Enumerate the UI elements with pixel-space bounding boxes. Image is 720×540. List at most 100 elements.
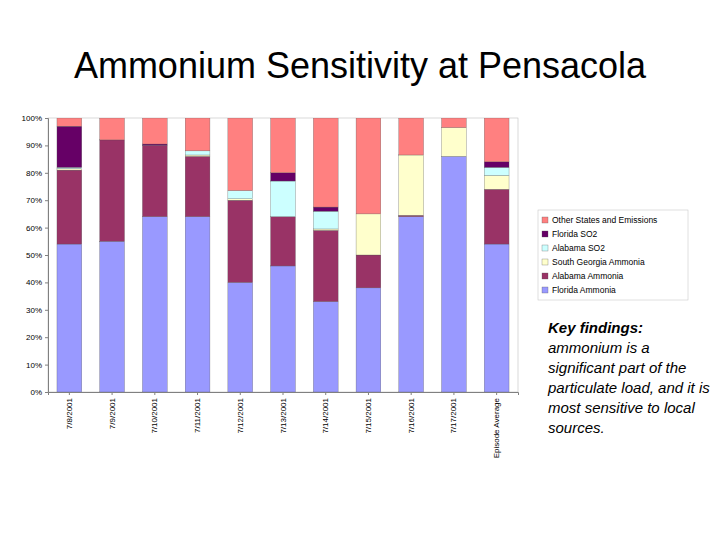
tick: 30% xyxy=(26,306,48,315)
tick: 10% xyxy=(26,361,48,370)
tick-mark xyxy=(45,145,48,146)
tick: 40% xyxy=(26,278,48,287)
legend: Other States and EmissionsFlorida SO2Ala… xyxy=(538,210,688,300)
bar-segment xyxy=(57,167,82,168)
bar-segment xyxy=(57,244,82,392)
bar-segment xyxy=(313,118,338,207)
bar-segment xyxy=(185,155,210,156)
slide: Ammonium Sensitivity at Pensacola0%10%20… xyxy=(0,0,720,540)
tick: 7/8/2001 xyxy=(65,392,74,429)
x-axis: 7/8/20017/9/20017/10/20017/11/20017/12/2… xyxy=(49,392,519,458)
annotation-text: ammonium is a significant part of the pa… xyxy=(548,339,710,436)
bar-segment xyxy=(484,167,509,175)
bar-segment xyxy=(271,173,296,181)
tick-mark xyxy=(45,118,48,119)
tick-label: 10% xyxy=(26,361,42,370)
tick-mark xyxy=(112,392,113,395)
tick-mark xyxy=(45,310,48,311)
tick-label: 7/14/2001 xyxy=(321,397,330,433)
tick-label: 7/11/2001 xyxy=(193,397,202,433)
bar-segment xyxy=(442,156,467,392)
tick: 80% xyxy=(26,169,48,178)
axis-line xyxy=(45,119,49,393)
bar-segment xyxy=(100,241,125,392)
tick-label: Episode Average xyxy=(492,397,501,458)
bar-segment xyxy=(228,118,253,191)
annotation-heading: Key findings: xyxy=(548,319,643,336)
tick-mark xyxy=(45,200,48,201)
tick: 7/12/2001 xyxy=(236,392,245,434)
bar-segment xyxy=(185,118,210,151)
bar-segment xyxy=(484,176,509,190)
legend-label: Alabama Ammonia xyxy=(552,271,624,281)
bar-segment xyxy=(356,118,381,214)
bar-segment xyxy=(142,145,167,216)
tick-mark xyxy=(45,337,48,338)
bar-segment xyxy=(271,181,296,217)
bar-segment xyxy=(57,118,82,126)
legend-swatch xyxy=(542,231,548,237)
bar-segment xyxy=(185,151,210,155)
bar-segment xyxy=(442,118,467,128)
tick-label: 40% xyxy=(26,278,42,287)
bar-segment xyxy=(57,169,82,170)
tick: 50% xyxy=(26,251,48,260)
bar-segment xyxy=(100,118,125,140)
bar-segment xyxy=(399,155,424,215)
tick-mark xyxy=(453,392,454,395)
bar-segment xyxy=(313,211,338,229)
bar-segment xyxy=(185,156,210,216)
bar-segment xyxy=(399,215,424,216)
annotation: Key findings: ammonium is a significant … xyxy=(548,318,713,438)
tick-mark xyxy=(197,392,198,395)
tick-label: 30% xyxy=(26,306,42,315)
tick: 70% xyxy=(26,196,48,205)
bar-segment xyxy=(356,214,381,255)
legend-swatch xyxy=(542,273,548,279)
bar-segment xyxy=(484,162,509,167)
tick: 60% xyxy=(26,224,48,233)
tick: 7/10/2001 xyxy=(150,392,159,434)
bar-segment xyxy=(142,217,167,392)
bar-segment xyxy=(57,170,82,244)
bar-segment xyxy=(142,145,167,146)
legend-swatch xyxy=(542,287,548,293)
plot-area xyxy=(48,118,518,392)
tick-mark xyxy=(368,392,369,395)
legend-label: Florida Ammonia xyxy=(552,285,616,295)
tick-mark xyxy=(325,392,326,395)
y-axis: 0% 10% 20% 30% 40% 50% 60% 70% 80% 90% 100% xyxy=(22,114,49,397)
bar-segment xyxy=(228,199,253,200)
tick-label: 7/13/2001 xyxy=(279,397,288,433)
bar-segment xyxy=(142,145,167,146)
tick: 7/16/2001 xyxy=(407,392,416,434)
tick: Episode Average xyxy=(492,392,501,458)
bar-segment xyxy=(271,118,296,173)
bar-segment xyxy=(100,140,125,241)
bar-segment xyxy=(313,302,338,392)
tick: 0% xyxy=(30,388,48,397)
tick-label: 7/15/2001 xyxy=(364,397,373,433)
tick: 7/15/2001 xyxy=(364,392,373,434)
tick-label: 60% xyxy=(26,224,42,233)
tick-label: 100% xyxy=(22,114,42,123)
bar-segment xyxy=(399,118,424,155)
tick: 7/14/2001 xyxy=(321,392,330,434)
legend-label: Other States and Emissions xyxy=(552,215,657,225)
tick-label: 7/8/2001 xyxy=(65,397,74,429)
tick-label: 70% xyxy=(26,196,42,205)
chart: Ammonium Sensitivity at Pensacola0%10%20… xyxy=(0,0,720,540)
bar-segment xyxy=(356,288,381,392)
tick-label: 7/17/2001 xyxy=(449,397,458,433)
bar-segment xyxy=(57,126,82,167)
bar-segment xyxy=(228,200,253,282)
bar-segment xyxy=(228,191,253,199)
bar-segment xyxy=(484,189,509,244)
tick: 90% xyxy=(26,141,48,150)
bar-segment xyxy=(313,229,338,230)
tick-label: 20% xyxy=(26,333,42,342)
tick-mark xyxy=(496,392,497,395)
legend-box xyxy=(538,210,688,300)
tick: 20% xyxy=(26,333,48,342)
tick-mark xyxy=(45,228,48,229)
